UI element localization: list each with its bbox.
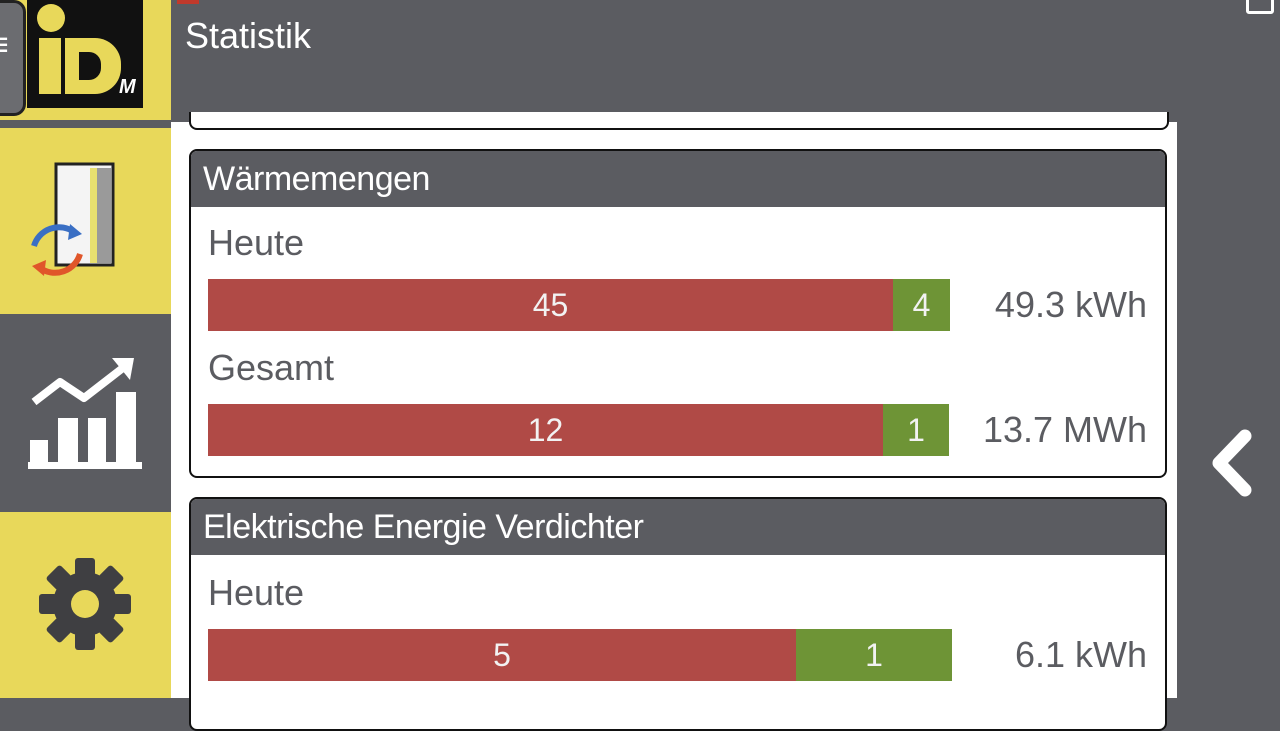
chart-trend-icon (28, 358, 142, 469)
brand-logo: M (27, 0, 143, 108)
electric-today-bar: 5 1 (208, 629, 952, 681)
bar-segment-green: 1 (796, 629, 952, 681)
panel-title: Wärmemengen (191, 151, 1165, 207)
right-nav (1177, 122, 1280, 698)
today-label: Heute (208, 572, 305, 613)
overall-label: Gesamt (208, 347, 335, 388)
total-value: 13.7 MWh (982, 409, 1147, 450)
menu-icon: ≡ (0, 25, 9, 65)
sidebar-item-settings[interactable] (0, 512, 171, 698)
gear-icon (39, 558, 131, 650)
bar-segment-green: 4 (893, 279, 950, 331)
compressor-energy-panel: Elektrische Energie Verdichter Heute 5 1… (189, 497, 1167, 731)
bar-segment-green: 1 (883, 404, 949, 456)
heat-today-bar: 45 4 (208, 279, 950, 331)
sidebar: ≡ M (0, 0, 171, 698)
bar-segment-red: 12 (208, 404, 883, 456)
previous-panel (189, 112, 1169, 130)
house-exchange-icon (31, 162, 115, 276)
today-label: Heute (208, 222, 305, 263)
page-title: Statistik (185, 15, 312, 56)
chevron-left-icon[interactable] (1207, 428, 1255, 498)
app-header: Statistik (171, 0, 1280, 122)
menu-button[interactable]: ≡ (0, 0, 26, 116)
total-value: 6.1 kWh (1014, 634, 1147, 675)
heat-overall-bar: 12 1 (208, 404, 949, 456)
sidebar-item-house-system[interactable] (0, 128, 171, 314)
status-strip (171, 0, 1280, 6)
total-value: 49.3 kWh (994, 284, 1147, 325)
window-icon[interactable] (1246, 0, 1274, 14)
logo-mark: M (119, 76, 136, 98)
bar-segment-red: 45 (208, 279, 893, 331)
heat-quantity-panel: Wärmemengen Heute 45 4 49.3 kWh Gesamt 1… (189, 149, 1167, 478)
sidebar-item-statistics[interactable] (0, 320, 171, 506)
logo-tile: ≡ M (0, 0, 171, 120)
bar-segment-red: 5 (208, 629, 796, 681)
warning-icon (177, 0, 199, 4)
statistics-content: Wärmemengen Heute 45 4 49.3 kWh Gesamt 1… (171, 112, 1177, 731)
panel-title: Elektrische Energie Verdichter (191, 499, 1165, 555)
